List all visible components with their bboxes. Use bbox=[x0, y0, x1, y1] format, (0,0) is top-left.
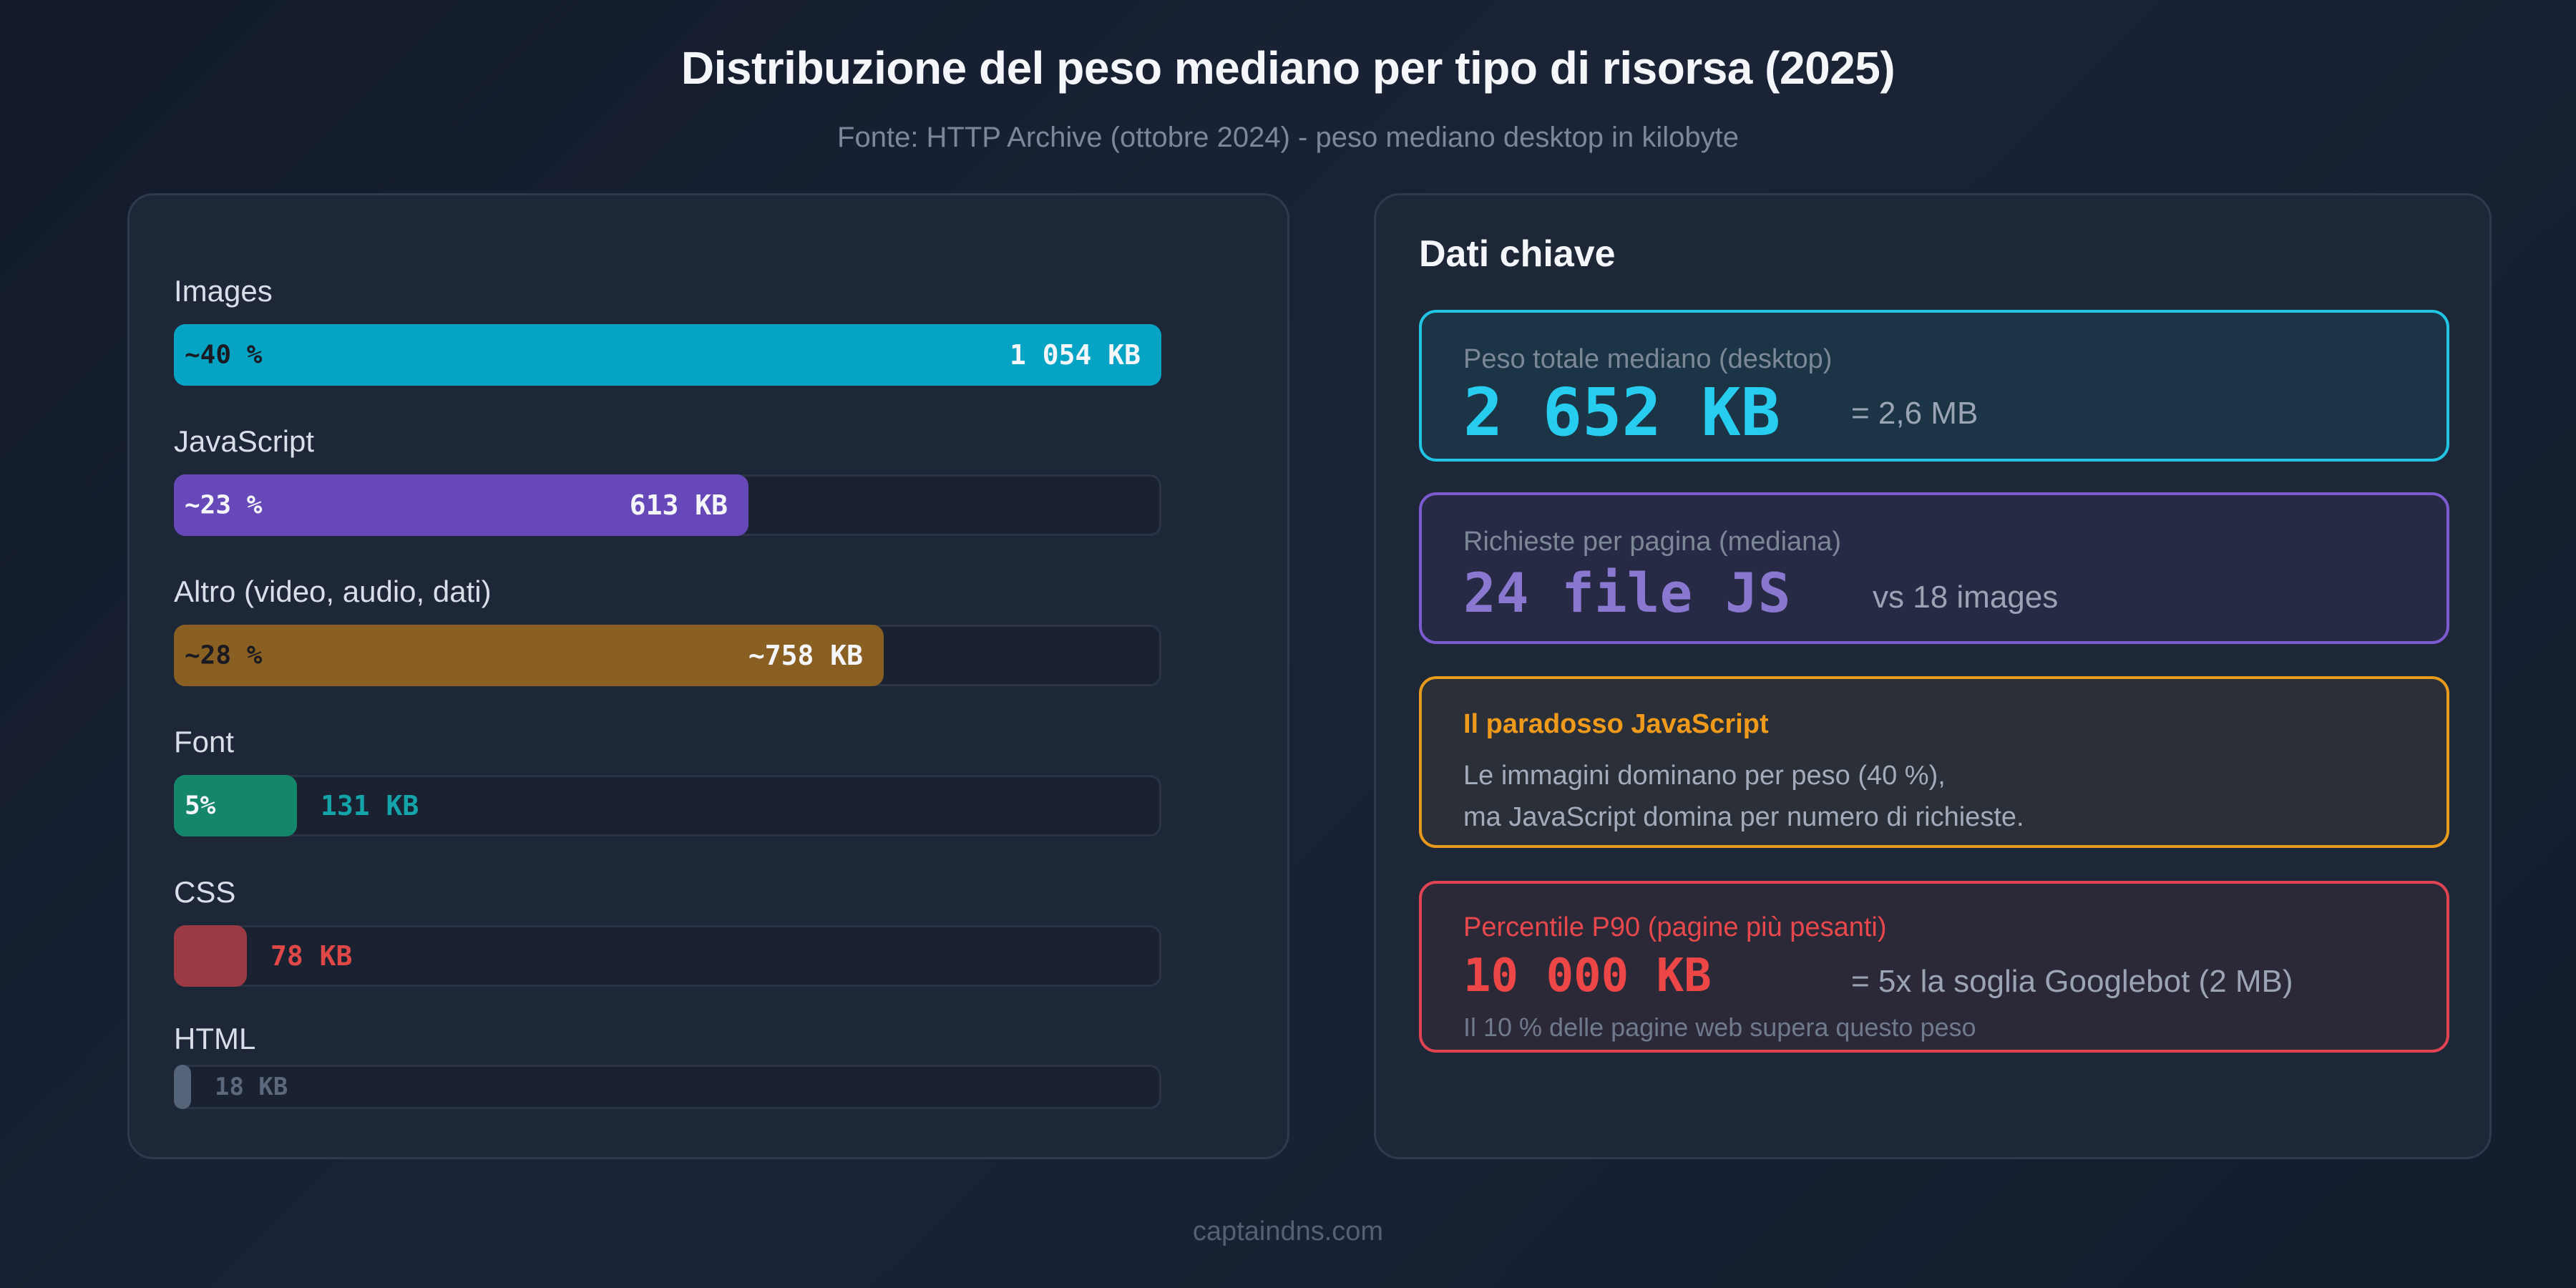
chart-subtitle: Fonte: HTTP Archive (ottobre 2024) - pes… bbox=[837, 122, 1739, 153]
key-data-title: Dati chiave bbox=[1419, 233, 1616, 275]
total-weight-mb: = 2,6 MB bbox=[1851, 396, 1979, 431]
bar-font bbox=[174, 775, 297, 836]
bar-pct-font: 5% bbox=[185, 791, 216, 821]
requests-card: Richieste per pagina (mediana) 24 file J… bbox=[1419, 492, 2449, 644]
bar-html bbox=[174, 1065, 191, 1109]
total-weight-value: 2 652 KB bbox=[1463, 374, 1781, 451]
bar-track-font: 5% 131 KB bbox=[174, 775, 1161, 836]
chart-title: Distribuzione del peso mediano per tipo … bbox=[680, 42, 1896, 94]
bar-altro bbox=[174, 625, 884, 686]
requests-label: Richieste per pagina (mediana) bbox=[1463, 527, 1842, 557]
bar-value-javascript: 613 KB bbox=[629, 489, 728, 521]
bar-track-altro: ~28 % ~758 KB bbox=[174, 625, 1161, 686]
bar-value-html: 18 KB bbox=[215, 1073, 288, 1101]
bar-pct-altro: ~28 % bbox=[185, 640, 263, 670]
bar-track-css: 78 KB bbox=[174, 925, 1161, 987]
requests-compare: vs 18 images bbox=[1873, 580, 2059, 615]
paradox-line-2: ma JavaScript domina per numero di richi… bbox=[1463, 802, 2024, 832]
paradox-card: Il paradosso JavaScript Le immagini domi… bbox=[1419, 676, 2449, 848]
key-data-panel: Dati chiave Peso totale mediano (desktop… bbox=[1374, 193, 2492, 1159]
p90-value: 10 000 KB bbox=[1463, 950, 1712, 1002]
bar-label-css: CSS bbox=[174, 875, 236, 909]
requests-value: 24 file JS bbox=[1463, 561, 1791, 625]
bar-value-altro: ~758 KB bbox=[748, 640, 863, 671]
bar-track-images: ~40 % 1 054 KB bbox=[174, 324, 1161, 386]
footer-brand: captaindns.com bbox=[1192, 1216, 1384, 1246]
bar-label-images: Images bbox=[174, 274, 273, 308]
bar-label-javascript: JavaScript bbox=[174, 424, 315, 458]
bar-track-javascript: ~23 % 613 KB bbox=[174, 474, 1161, 536]
paradox-title: Il paradosso JavaScript bbox=[1463, 709, 1769, 739]
p90-label: Percentile P90 (pagine più pesanti) bbox=[1463, 912, 1887, 942]
bar-value-css: 78 KB bbox=[270, 940, 353, 972]
bar-javascript bbox=[174, 474, 748, 536]
total-weight-card: Peso totale mediano (desktop) 2 652 KB =… bbox=[1419, 310, 2449, 462]
bar-value-font: 131 KB bbox=[321, 790, 419, 821]
bar-track-html: 18 KB bbox=[174, 1065, 1161, 1109]
p90-note: Il 10 % delle pagine web supera questo p… bbox=[1463, 1013, 1976, 1042]
paradox-line-1: Le immagini dominano per peso (40 %), bbox=[1463, 761, 1946, 791]
total-weight-label: Peso totale mediano (desktop) bbox=[1463, 344, 1833, 374]
bar-label-html: HTML bbox=[174, 1022, 256, 1055]
bar-images bbox=[174, 324, 1161, 386]
bar-pct-javascript: ~23 % bbox=[185, 490, 263, 520]
p90-card: Percentile P90 (pagine più pesanti) 10 0… bbox=[1419, 881, 2449, 1053]
bar-label-font: Font bbox=[174, 725, 235, 758]
bar-value-images: 1 054 KB bbox=[1009, 339, 1141, 371]
bar-pct-images: ~40 % bbox=[185, 340, 263, 370]
bar-label-altro: Altro (video, audio, dati) bbox=[174, 575, 492, 608]
bar-css bbox=[174, 925, 247, 987]
p90-compare: = 5x la soglia Googlebot (2 MB) bbox=[1851, 964, 2293, 999]
bar-chart-panel: Images ~40 % 1 054 KB JavaScript ~23 % 613 KB… bbox=[127, 193, 1289, 1159]
